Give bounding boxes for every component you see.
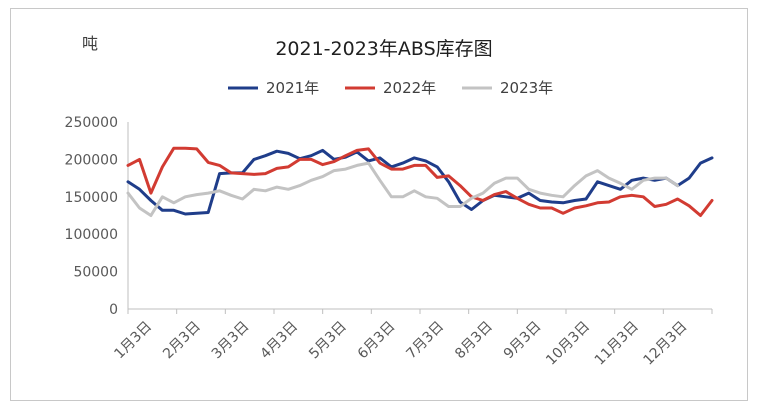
- series-line-0: [126, 148, 714, 216]
- x-tick-label: 3月3日: [209, 319, 253, 363]
- x-tick-label: 1月3日: [111, 319, 155, 363]
- legend-label: 2022年: [383, 79, 436, 97]
- series-layer: [126, 146, 714, 217]
- x-tick-label: 6月3日: [355, 319, 399, 363]
- x-tick-label: 11月3日: [592, 319, 642, 369]
- legend: 2021年 2022年 2023年: [228, 79, 553, 97]
- x-tick-label: 10月3日: [543, 319, 593, 369]
- x-tick-label: 8月3日: [452, 319, 496, 363]
- x-tick-label: 4月3日: [257, 319, 301, 363]
- x-tick-label: 7月3日: [403, 319, 447, 363]
- y-tick-label: 0: [109, 302, 118, 318]
- series-line-2: [126, 161, 680, 217]
- chart-frame: [10, 8, 748, 401]
- y-tick-label: 50000: [73, 265, 118, 281]
- x-tick-label: 5月3日: [306, 319, 350, 363]
- y-tick-label: 100000: [65, 227, 118, 243]
- y-tick-label: 250000: [65, 115, 118, 131]
- legend-label: 2021年: [266, 79, 319, 97]
- legend-label: 2023年: [500, 79, 553, 97]
- x-tick-label: 9月3日: [501, 319, 545, 363]
- x-tick-label: 2月3日: [160, 319, 204, 363]
- x-tick-label: 12月3日: [640, 319, 690, 369]
- unit-label: 吨: [82, 34, 98, 53]
- y-tick-label: 200000: [65, 152, 118, 168]
- chart-title: 2021-2023年ABS库存图: [275, 38, 492, 60]
- axes: 0 50000 100000 150000 200000 250000 1月3日 2月3日 3月…: [65, 115, 713, 369]
- y-tick-label: 150000: [65, 190, 118, 206]
- series-line-1: [126, 146, 714, 217]
